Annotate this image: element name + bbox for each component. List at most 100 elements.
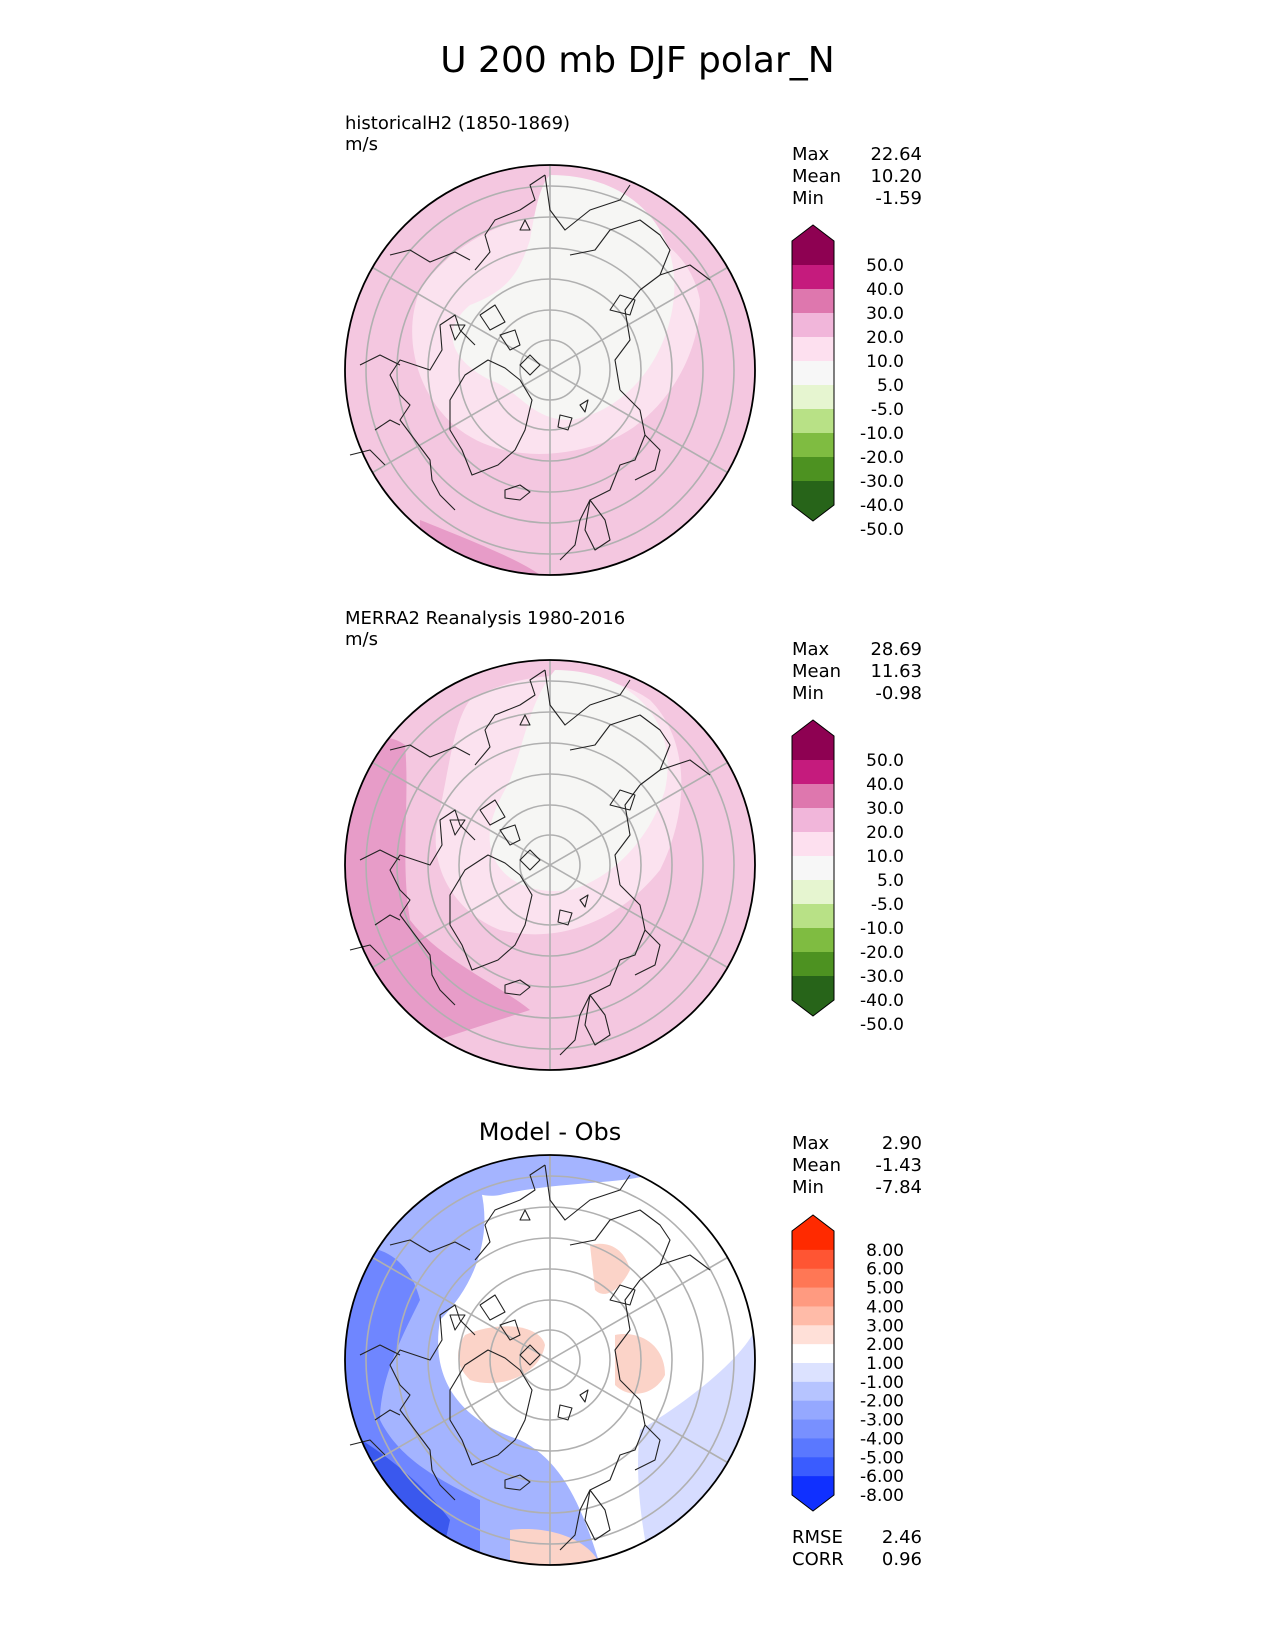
panel2-stat-min: Min -0.98 — [792, 683, 922, 704]
panel3-colorbar-outline — [791, 1214, 835, 1512]
panel3-stats: Max 2.90 Mean -1.43 Min -7.84 — [792, 1133, 922, 1199]
panel1-colorbar-extend-bottom — [792, 505, 834, 521]
panel2-stat-mean: Mean 11.63 — [792, 661, 922, 682]
panel2-colorbar-tick-label: -10.0 — [860, 919, 904, 939]
panel1-colorbar-segment — [792, 241, 834, 266]
panel2-colorbar-tick-label: -30.0 — [860, 967, 904, 987]
panel2-colorbar-segment — [792, 856, 834, 881]
panel2-colorbar-segment — [792, 928, 834, 953]
panel2-stat-max: Max 28.69 — [792, 639, 922, 660]
panel1-colorbar-segment — [792, 385, 834, 410]
panel1-colorbar-segment — [792, 409, 834, 434]
panel3-colorbar-segment — [792, 1476, 834, 1496]
panel3-colorbar-segment — [792, 1249, 834, 1270]
figure-title: U 200 mb DJF polar_N — [440, 40, 835, 81]
panel3-colorbar-segment — [792, 1400, 834, 1421]
panel2-colorbar-segment — [792, 880, 834, 905]
panel1-colorbar-tick-label: -20.0 — [860, 448, 904, 468]
panel3-colorbar-tick-label: 8.00 — [866, 1241, 904, 1261]
panel1-stats: Max 22.64 Mean 10.20 Min -1.59 — [792, 144, 922, 210]
panel3-colorbar: 8.006.005.004.003.002.001.00-1.00-2.00-3… — [791, 1214, 904, 1512]
panel2-stats: Max 28.69 Mean 11.63 Min -0.98 — [792, 639, 922, 705]
panel1-stat-mean: Mean 10.20 — [792, 166, 922, 187]
panel3-colorbar-segment — [792, 1268, 834, 1289]
panel2-colorbar-segment — [792, 952, 834, 977]
panel2-colorbar-tick-label: 5.0 — [877, 871, 904, 891]
panel2-colorbar-tick-label: 10.0 — [866, 847, 904, 867]
panel3-colorbar-tick-label: -3.00 — [860, 1411, 904, 1431]
panel3-colorbar-segment — [792, 1381, 834, 1402]
panel2-colorbar-outline — [791, 719, 835, 1017]
panel2-colorbar-segment — [792, 904, 834, 929]
panel3-title: Model - Obs — [478, 1118, 622, 1146]
panel1-colorbar: 50.0 40.0 30.0 20.0 10.0 5.0 -5.0 -10.0 -20.0 -30… — [791, 224, 904, 540]
map-panel1 — [344, 164, 756, 576]
panel2-field-white — [489, 670, 668, 891]
panel3-field-red-b — [615, 1334, 665, 1394]
panel3-colorbar-segment — [792, 1306, 834, 1326]
panel1-colorbar-tick-label: 5.0 — [877, 376, 904, 396]
panel1-colorbar-segment — [792, 265, 834, 290]
panel3-field-red-d — [510, 1529, 600, 1565]
panel3-colorbar-tick-label: 4.00 — [866, 1297, 904, 1317]
map-panel3 — [344, 1154, 756, 1566]
map-panel2 — [344, 659, 756, 1071]
panel2-colorbar-tick-label: -50.0 — [860, 1015, 904, 1035]
panel1-colorbar-segment — [792, 313, 834, 338]
panel1-colorbar-tick-label: 30.0 — [866, 304, 904, 324]
panel1-units: m/s — [345, 134, 378, 155]
panel1-colorbar-tick-label: 40.0 — [866, 280, 904, 300]
panel2-colorbar-tick-label: 50.0 — [866, 751, 904, 771]
panel3-colorbar-segment — [792, 1325, 834, 1345]
panel3-colorbar-segment — [792, 1231, 834, 1251]
panel3-colorbar-tick-label: -2.00 — [860, 1392, 904, 1412]
panel3-colorbar-tick-label: 6.00 — [866, 1260, 904, 1280]
panel3-colorbar-segment — [792, 1457, 834, 1477]
panel3-colorbar-segment — [792, 1438, 834, 1458]
panel1-title-block: historicalH2 (1850-1869) m/s — [345, 113, 570, 155]
panel3-stat-min: Min -7.84 — [792, 1177, 922, 1198]
panel3-colorbar-tick-label: -4.00 — [860, 1429, 904, 1449]
panel1-stat-max: Max 22.64 — [792, 144, 922, 165]
panel3-colorbar-tick-label: -5.00 — [860, 1448, 904, 1468]
panel2-colorbar-tick-label: 20.0 — [866, 823, 904, 843]
panel2-colorbar-segment — [792, 976, 834, 1001]
panel3-field-red-a — [590, 1243, 630, 1294]
panel2-title-block: MERRA2 Reanalysis 1980-2016 m/s — [345, 608, 625, 650]
panel2-colorbar-segment — [792, 832, 834, 857]
panel2-colorbar-extend-bottom — [792, 1000, 834, 1016]
panel2-colorbar-extend-top — [792, 720, 834, 736]
panel1-colorbar-tick-label: -30.0 — [860, 472, 904, 492]
panel2-colorbar-tick-label: -20.0 — [860, 943, 904, 963]
panel3-colorbar-segment — [792, 1287, 834, 1307]
panel1-stat-min: Min -1.59 — [792, 188, 922, 209]
panel1-colorbar-tick-label: -10.0 — [860, 424, 904, 444]
panel3-colorbar-segment — [792, 1344, 834, 1364]
panel3-rmse: RMSE 2.46 — [792, 1527, 922, 1548]
panel2-colorbar-segment — [792, 784, 834, 809]
panel3-colorbar-tick-label: 1.00 — [866, 1354, 904, 1374]
panel1-colorbar-outline — [791, 224, 835, 522]
panel1-field-white — [452, 175, 675, 420]
panel3-stat-mean: Mean -1.43 — [792, 1155, 922, 1176]
panel1-colorbar-tick-label: 50.0 — [866, 256, 904, 276]
panel1-colorbar-segment — [792, 337, 834, 362]
panel2-colorbar-tick-label: 40.0 — [866, 775, 904, 795]
panel2-colorbar-segment — [792, 808, 834, 833]
panel1-colorbar-tick-label: -5.0 — [871, 400, 904, 420]
panel1-colorbar-tick-label: 20.0 — [866, 328, 904, 348]
panel3-map-border — [344, 1154, 756, 1566]
panel2-title: MERRA2 Reanalysis 1980-2016 — [345, 608, 626, 629]
panel3-colorbar-extend-top — [792, 1215, 834, 1231]
panel3-colorbar-segment — [792, 1419, 834, 1439]
panel1-title: historicalH2 (1850-1869) — [345, 113, 571, 134]
panel2-colorbar-segment — [792, 736, 834, 761]
panel3-colorbar-tick-label: -8.00 — [860, 1486, 904, 1506]
panel1-colorbar-tick-label: 10.0 — [866, 352, 904, 372]
panel3-corr: CORR 0.96 — [792, 1549, 922, 1570]
panel1-colorbar-segment — [792, 457, 834, 482]
panel1-colorbar-segment — [792, 481, 834, 506]
panel2-units: m/s — [345, 629, 378, 650]
panel2-colorbar-tick-label: -5.0 — [871, 895, 904, 915]
